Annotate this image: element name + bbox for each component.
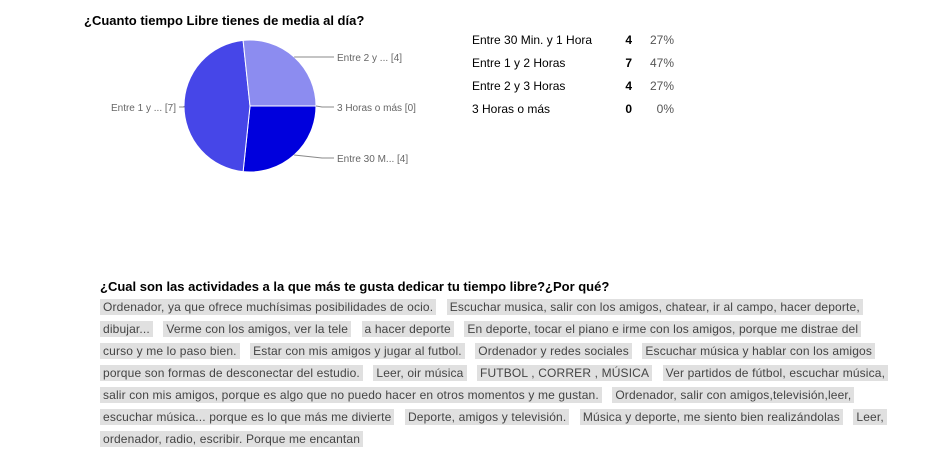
stat-count: 7 xyxy=(625,56,632,70)
stat-label: Entre 2 y 3 Horas xyxy=(472,79,566,93)
stat-count: 4 xyxy=(625,33,632,47)
pie-slice xyxy=(183,39,251,173)
stat-percent: 27% xyxy=(649,33,674,47)
question-title: ¿Cuanto tiempo Libre tienes de media al … xyxy=(84,13,365,28)
pie-slice xyxy=(242,105,317,173)
answer-item: a hacer deporte xyxy=(361,321,454,337)
slice-label: Entre 30 M... [4] xyxy=(337,154,408,165)
stat-percent: 27% xyxy=(649,79,674,93)
slice-label: Entre 2 y ... [4] xyxy=(337,53,402,64)
stat-label: 3 Horas o más xyxy=(472,102,551,116)
answer-item: Estar con mis amigos y jugar al futbol. xyxy=(250,343,465,359)
stat-percent: 0% xyxy=(656,102,674,116)
pie-slice xyxy=(242,39,317,107)
answer-item: Ordenador, ya que ofrece muchísimas posi… xyxy=(100,299,437,315)
answers-list: Ordenador, ya que ofrece muchísimas posi… xyxy=(100,296,890,450)
slice-label: Entre 1 y ... [7] xyxy=(111,103,176,114)
leader-line xyxy=(315,105,334,108)
leader-line xyxy=(294,154,334,159)
slice-label: 3 Horas o más [0] xyxy=(337,103,416,114)
stat-count: 0 xyxy=(625,102,632,116)
stat-label: Entre 1 y 2 Horas xyxy=(472,56,566,70)
answer-item: Ordenador y redes sociales xyxy=(475,343,632,359)
answer-item: FUTBOL , CORRER , MÚSICA xyxy=(476,365,653,381)
stat-percent: 47% xyxy=(649,56,674,70)
question-title: ¿Cual son las actividades a la que más t… xyxy=(100,279,610,294)
stat-count: 4 xyxy=(625,79,632,93)
answer-item: Verme con los amigos, ver la tele xyxy=(163,321,352,337)
answer-item: Deporte, amigos y televisión. xyxy=(404,409,570,425)
stat-label: Entre 30 Min. y 1 Hora xyxy=(472,33,593,47)
answer-item: Leer, oir música xyxy=(373,365,467,381)
pie-chart: Entre 30 M... [4] Entre 1 y ... [7] Entre … xyxy=(111,39,416,173)
answer-item: Música y deporte, me siento bien realizá… xyxy=(579,409,843,425)
leader-line xyxy=(179,106,185,108)
